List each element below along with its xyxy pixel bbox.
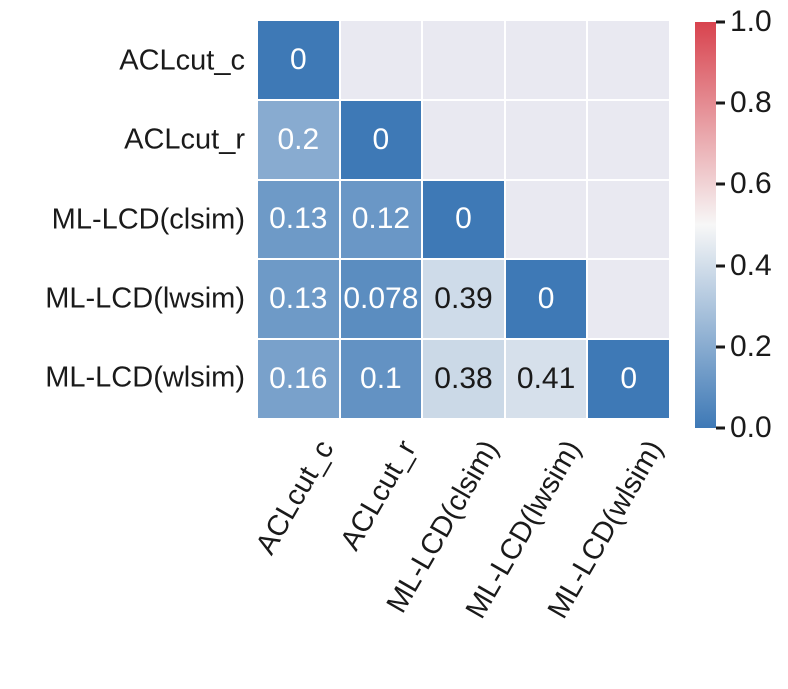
- heatmap-cell-r4c2: 0.38: [423, 340, 504, 418]
- colorbar-tick-label-3: 0.4: [730, 248, 772, 282]
- heatmap-grid: 0 0.2 0 0.13 0.12 0 0.13 0.078 0.39 0 0.16 0.1 0.38 0…: [258, 21, 669, 418]
- heatmap-cell-r4c3: 0.41: [505, 340, 587, 418]
- colorbar-tick-label-4: 0.2: [730, 329, 772, 363]
- cell-value-label: 0.16: [269, 362, 328, 396]
- heatmap-cell-r1c0: 0.2: [258, 100, 339, 179]
- colorbar-tick-label-1: 0.8: [730, 86, 772, 120]
- colorbar-tick-mark-5: [716, 426, 725, 430]
- cell-value-label: 0.1: [360, 362, 402, 396]
- y-tick-label-0: ACLcut_c: [119, 44, 245, 77]
- heatmap-cell-r3c1: 0.078: [340, 260, 422, 339]
- cell-value-label: 0.39: [434, 282, 493, 316]
- heatmap-cell-r0c3: [505, 21, 587, 99]
- heatmap-cell-r4c0: 0.16: [258, 340, 339, 418]
- heatmap-cell-r2c4: [588, 180, 669, 259]
- y-tick-label-1: ACLcut_r: [124, 123, 245, 156]
- cell-value-label: 0.41: [516, 362, 576, 396]
- colorbar-tick-label-2: 0.6: [730, 167, 772, 201]
- cell-value-label: 0: [537, 282, 555, 316]
- x-tick-label-0: ACLcut_c: [250, 435, 341, 560]
- heatmap-cell-r2c1: 0.12: [340, 180, 422, 259]
- cell-value-label: 0: [455, 202, 472, 236]
- colorbar-tick-mark-1: [716, 101, 725, 105]
- cell-value-label: 0.2: [277, 122, 320, 156]
- heatmap-cell-r1c3: [505, 100, 587, 179]
- colorbar-tick-mark-2: [716, 182, 725, 186]
- cell-value-label: 0: [620, 362, 638, 396]
- cell-value-label: 0.38: [434, 362, 493, 396]
- colorbar: [695, 22, 716, 428]
- cell-value-label: 0.078: [343, 282, 419, 316]
- heatmap-cell-r4c4: 0: [588, 340, 669, 418]
- heatmap-cell-r0c0: 0: [258, 21, 339, 99]
- cell-value-label: 0: [372, 122, 390, 156]
- heatmap-cell-r1c4: [588, 100, 669, 179]
- colorbar-tick-mark-0: [716, 20, 725, 24]
- heatmap-cell-r0c2: [423, 21, 504, 99]
- cell-value-label: 0.13: [269, 202, 328, 236]
- heatmap-cell-r2c3: [505, 180, 587, 259]
- heatmap-cell-r3c3: 0: [505, 260, 587, 339]
- heatmap-cell-r2c0: 0.13: [258, 180, 339, 259]
- heatmap-cell-r0c4: [588, 21, 669, 99]
- heatmap-cell-r0c1: [340, 21, 422, 99]
- y-tick-label-2: ML-LCD(clsim): [51, 203, 245, 235]
- x-tick-label-1: ACLcut_r: [334, 435, 424, 556]
- heatmap-cell-r3c4: [588, 260, 669, 339]
- cell-value-label: 0.13: [269, 282, 328, 316]
- heatmap-cell-r4c1: 0.1: [340, 340, 422, 418]
- colorbar-tick-mark-3: [716, 264, 725, 268]
- heatmap-cell-r1c1: 0: [340, 100, 422, 179]
- colorbar-tick-label-0: 1.0: [730, 5, 772, 38]
- y-tick-label-3: ML-LCD(lwsim): [45, 282, 245, 315]
- cell-value-label: 0.12: [351, 202, 411, 236]
- heatmap-cell-r3c2: 0.39: [423, 260, 504, 339]
- cell-value-label: 0: [289, 42, 307, 76]
- heatmap-cell-r1c2: [423, 100, 504, 179]
- heatmap-cell-r2c2: 0: [423, 180, 504, 259]
- heatmap-cell-r3c0: 0.13: [258, 260, 339, 339]
- y-tick-label-4: ML-LCD(wlsim): [45, 361, 245, 394]
- colorbar-tick-mark-4: [716, 345, 725, 349]
- colorbar-tick-label-5: 0.0: [730, 411, 772, 444]
